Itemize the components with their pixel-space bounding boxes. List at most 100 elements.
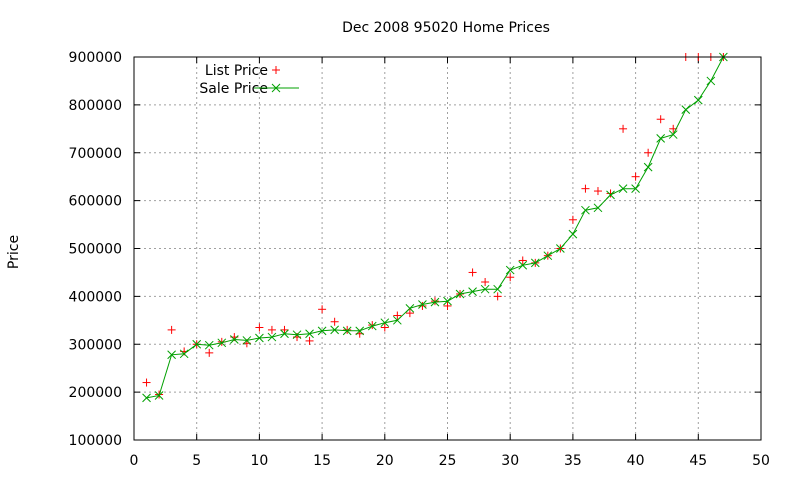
marker-stroke: [618, 184, 628, 194]
sale-price-point: [179, 349, 189, 359]
list-price-point: [493, 292, 502, 301]
marker-stroke: [405, 303, 415, 313]
sale-price-point: [518, 260, 528, 270]
marker-stroke: [342, 326, 352, 336]
y-tick-label: 600000: [69, 194, 122, 210]
marker-stroke: [505, 265, 515, 275]
sale-price-point: [280, 329, 289, 339]
list-price-point: [318, 305, 327, 314]
sale-price-point: [380, 318, 390, 328]
legend-label: List Price: [205, 63, 268, 79]
list-price-point: [305, 336, 314, 345]
list-price-point: [518, 256, 527, 265]
sale-price-point: [418, 300, 427, 309]
marker-stroke: [706, 76, 716, 86]
marker-stroke: [681, 105, 691, 115]
marker-stroke: [606, 190, 615, 200]
marker-stroke: [179, 349, 189, 359]
legend-label: Sale Price: [199, 81, 268, 97]
sale-price-point: [656, 134, 666, 143]
marker-stroke: [267, 332, 277, 342]
x-tick-label: 50: [752, 453, 770, 469]
x-tick-label: 0: [130, 453, 139, 469]
sale-price-point: [556, 244, 565, 253]
marker-stroke: [330, 325, 339, 335]
y-tick-label: 800000: [69, 98, 122, 114]
marker-stroke: [468, 287, 477, 296]
sale-price-point: [204, 340, 214, 350]
marker-stroke: [305, 329, 314, 339]
marker-stroke: [355, 326, 365, 336]
list-price-point: [656, 115, 665, 124]
sale-price-point: [305, 329, 314, 339]
list-price-point: [343, 325, 352, 334]
marker-stroke: [443, 296, 452, 306]
sale-price-point: [668, 130, 678, 139]
marker-stroke: [229, 335, 239, 344]
marker-stroke: [480, 284, 490, 294]
list-price-point: [205, 348, 214, 357]
list-price-point: [393, 311, 402, 320]
marker-stroke: [493, 284, 503, 294]
list-price-point: [255, 323, 264, 332]
list-price-point: [468, 268, 477, 277]
sale-price-point: [292, 330, 302, 340]
sale-price-point: [229, 335, 239, 344]
list-price-point: [380, 323, 389, 332]
marker-stroke: [430, 297, 440, 307]
marker-stroke: [643, 162, 653, 172]
marker-stroke: [656, 134, 666, 143]
sale-price-point: [154, 391, 164, 400]
sale-price-point: [568, 229, 578, 239]
x-tick-label: 10: [250, 453, 268, 469]
x-tick-label: 40: [627, 453, 645, 469]
marker-stroke: [280, 329, 289, 339]
list-price-point: [267, 325, 276, 334]
list-price-point: [443, 301, 452, 310]
sale-price-point: [631, 184, 640, 194]
list-price-point: [593, 187, 602, 196]
x-tick-label: 25: [439, 453, 457, 469]
marker-stroke: [581, 205, 590, 215]
sale-price-point: [355, 326, 365, 336]
marker-stroke: [292, 330, 302, 340]
marker-stroke: [668, 130, 678, 139]
plot-frame: [133, 56, 762, 441]
marker-stroke: [568, 229, 578, 239]
y-tick-label: 700000: [69, 146, 122, 162]
x-tick-label: 20: [376, 453, 394, 469]
list-price-point: [330, 317, 339, 326]
x-tick-label: 35: [564, 453, 582, 469]
legend: List Price Sale Price: [199, 63, 299, 97]
sale-price-point: [643, 162, 653, 172]
sale-price-point: [317, 326, 327, 336]
marker-stroke: [217, 338, 227, 348]
y-tick-label: 900000: [69, 50, 122, 66]
marker-stroke: [418, 300, 427, 309]
x-tick-label: 45: [689, 453, 707, 469]
list-price-point: [142, 378, 151, 387]
sale-price-point: [255, 333, 264, 343]
legend-marker: [272, 66, 280, 74]
grid-lines: [134, 57, 761, 440]
sale-price-point: [493, 284, 503, 294]
list-price-point: [167, 325, 176, 334]
sale-price-point: [468, 287, 477, 296]
sale-price-point: [242, 336, 252, 345]
list-price-point: [568, 215, 577, 224]
marker-stroke: [142, 393, 151, 403]
y-tick-label: 500000: [69, 242, 122, 258]
sale-price-point: [167, 350, 176, 360]
sale-price-point: [693, 95, 703, 105]
series-1: [142, 52, 728, 403]
list-price-point: [619, 124, 628, 133]
sale-price-point: [342, 326, 352, 336]
list-price-point: [430, 297, 439, 306]
sale-price-line: [146, 56, 724, 399]
sale-price-point: [367, 321, 377, 331]
list-price-point: [481, 278, 490, 287]
sale-price-point: [430, 297, 440, 307]
list-price-point: [418, 301, 427, 310]
marker-stroke: [530, 258, 540, 268]
